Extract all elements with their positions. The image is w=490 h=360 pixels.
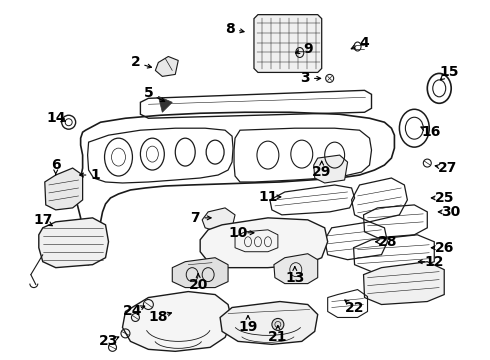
Text: 3: 3 xyxy=(300,71,310,85)
Ellipse shape xyxy=(62,115,75,129)
Ellipse shape xyxy=(272,319,284,330)
Text: 26: 26 xyxy=(435,241,454,255)
Text: 21: 21 xyxy=(268,330,288,345)
Text: 20: 20 xyxy=(189,278,208,292)
Text: 29: 29 xyxy=(312,165,331,179)
Polygon shape xyxy=(314,155,347,183)
Text: 15: 15 xyxy=(440,66,459,80)
Ellipse shape xyxy=(427,73,451,103)
Polygon shape xyxy=(122,292,232,351)
Text: 25: 25 xyxy=(435,191,454,205)
Text: 8: 8 xyxy=(225,22,235,36)
Text: 12: 12 xyxy=(424,255,444,269)
Polygon shape xyxy=(172,258,228,288)
Text: 9: 9 xyxy=(303,41,313,55)
Text: 28: 28 xyxy=(378,235,397,249)
Polygon shape xyxy=(220,302,318,345)
Text: 24: 24 xyxy=(122,305,142,319)
Polygon shape xyxy=(274,254,318,284)
Text: 10: 10 xyxy=(228,226,248,240)
Polygon shape xyxy=(364,262,444,305)
Text: 1: 1 xyxy=(91,168,100,182)
Text: 19: 19 xyxy=(238,320,258,334)
Text: 5: 5 xyxy=(144,86,153,100)
Polygon shape xyxy=(158,96,172,112)
Polygon shape xyxy=(202,208,235,232)
Polygon shape xyxy=(254,15,322,72)
Text: 2: 2 xyxy=(130,55,140,69)
Text: 27: 27 xyxy=(438,161,457,175)
Text: 17: 17 xyxy=(33,213,52,227)
Text: 7: 7 xyxy=(191,211,200,225)
Text: 4: 4 xyxy=(360,36,369,50)
Text: 6: 6 xyxy=(51,158,61,172)
Polygon shape xyxy=(200,218,328,268)
Text: 13: 13 xyxy=(285,271,304,285)
Polygon shape xyxy=(45,168,83,210)
Text: 30: 30 xyxy=(441,205,461,219)
Text: 16: 16 xyxy=(421,125,441,139)
Text: 14: 14 xyxy=(46,111,66,125)
Polygon shape xyxy=(39,218,108,268)
Ellipse shape xyxy=(399,109,429,147)
Text: 18: 18 xyxy=(148,310,168,324)
Text: 22: 22 xyxy=(345,301,365,315)
Polygon shape xyxy=(155,57,178,76)
Text: 11: 11 xyxy=(258,190,278,204)
Text: 23: 23 xyxy=(99,334,118,348)
